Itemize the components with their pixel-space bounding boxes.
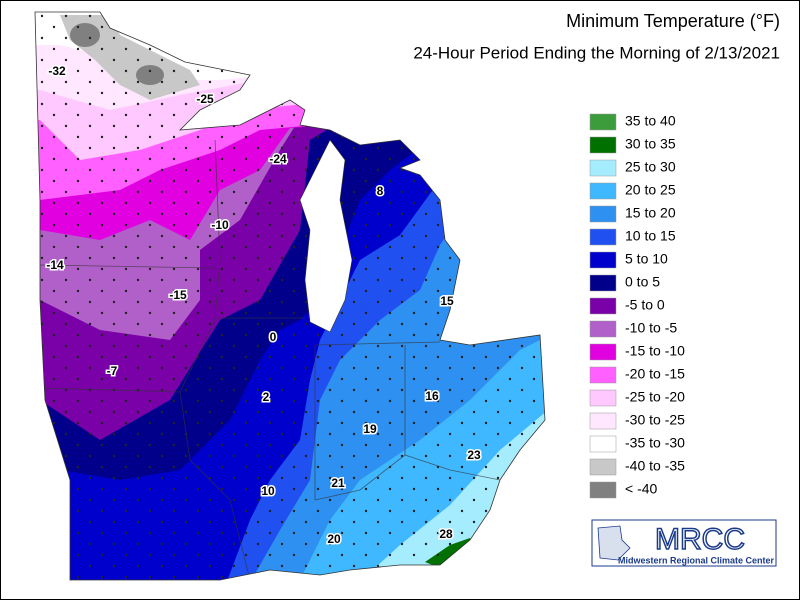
legend-label: 20 to 25 (625, 182, 676, 198)
legend-label: 0 to 5 (625, 274, 660, 290)
legend-label: -10 to -5 (625, 320, 677, 336)
legend-label: 35 to 40 (625, 113, 676, 129)
state-line (39, 264, 216, 269)
legend-label: -5 to 0 (625, 297, 665, 313)
state-line (314, 341, 441, 346)
region-outline (34, 11, 546, 581)
legend-label: -15 to -10 (625, 343, 685, 359)
legend: 35 to 40 30 to 35 25 to 30 20 to 25 15 to 20… (589, 113, 685, 499)
station-label: -10 (211, 218, 229, 232)
legend-swatch (589, 297, 617, 315)
legend-swatch (589, 274, 617, 292)
title: Minimum Temperature (°F) (566, 11, 780, 31)
legend-swatch (589, 412, 617, 430)
legend-swatch (589, 343, 617, 361)
station-label: -25 (196, 92, 214, 106)
station-label: 10 (261, 484, 275, 498)
legend-swatch (589, 458, 617, 476)
station-label: -14 (46, 258, 64, 272)
state-line (179, 139, 251, 580)
legend-swatch (589, 389, 617, 407)
legend-label: 10 to 15 (625, 228, 676, 244)
station-label: 2 (263, 390, 270, 404)
legend-swatch (589, 113, 617, 131)
legend-swatch (589, 136, 617, 154)
station-label: 15 (440, 294, 454, 308)
logo-acronym: MRCC (655, 523, 745, 556)
legend-swatch (589, 182, 617, 200)
logo-icon (597, 525, 631, 561)
state-line (314, 454, 501, 501)
legend-swatch (589, 228, 617, 246)
station-label: 0 (270, 330, 277, 344)
station-label: -15 (169, 288, 187, 302)
station-label: 19 (363, 422, 377, 436)
legend-label: 25 to 30 (625, 159, 676, 175)
legend-label: < -40 (625, 481, 658, 497)
legend-swatch (589, 481, 617, 499)
legend-swatch (589, 366, 617, 384)
state-line (44, 387, 181, 393)
station-labels: -32 -25 -24 8 -10 -14 -15 15 0 -7 2 16 1… (45, 63, 483, 548)
legend-swatch (589, 435, 617, 453)
subtitle: 24-Hour Period Ending the Morning of 2/1… (413, 43, 780, 62)
legend-label: -40 to -35 (625, 458, 685, 474)
station-label: 8 (377, 184, 384, 198)
legend-swatch (589, 205, 617, 223)
legend-swatch (589, 159, 617, 177)
legend-label: 30 to 35 (625, 136, 676, 152)
station-label: 21 (331, 476, 345, 490)
legend-label: -35 to -30 (625, 435, 685, 451)
station-label: 23 (467, 448, 481, 462)
station-label: -32 (48, 64, 66, 78)
station-label: 16 (425, 389, 439, 403)
station-label: 20 (327, 532, 341, 546)
station-label: -7 (107, 364, 118, 378)
logo: MRCC Midwestern Regional Climate Center (591, 519, 777, 567)
legend-label: -20 to -15 (625, 366, 685, 382)
legend-swatch (589, 251, 617, 269)
legend-label: 5 to 10 (625, 251, 668, 267)
lake-michigan (299, 139, 353, 333)
station-label: 28 (439, 527, 453, 541)
legend-label: -30 to -25 (625, 412, 685, 428)
station-label: -24 (269, 152, 287, 166)
legend-swatch (589, 320, 617, 338)
logo-name: Midwestern Regional Climate Center (618, 555, 775, 565)
legend-label: 15 to 20 (625, 205, 676, 221)
legend-label: -25 to -20 (625, 389, 685, 405)
